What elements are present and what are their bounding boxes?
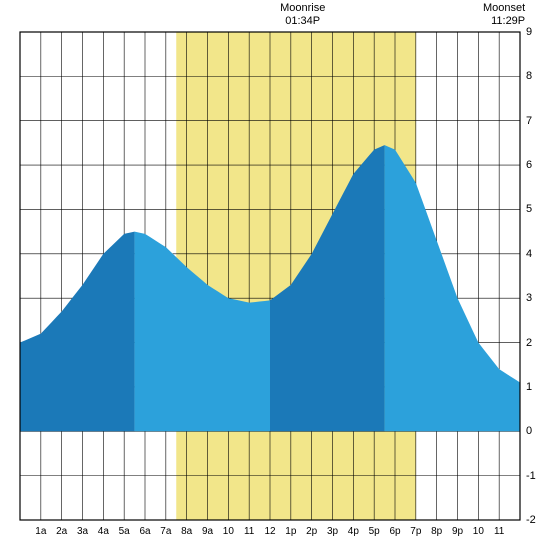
x-tick-label: 7p xyxy=(410,526,421,537)
x-tick-label: 8a xyxy=(181,526,192,537)
y-tick-label: -1 xyxy=(526,470,536,482)
x-tick-label: 8p xyxy=(431,526,442,537)
y-tick-label: 8 xyxy=(526,70,532,82)
x-tick-label: 11 xyxy=(244,526,254,537)
y-tick-label: 0 xyxy=(526,425,532,437)
x-tick-label: 2p xyxy=(306,526,317,537)
x-tick-label: 6p xyxy=(389,526,400,537)
x-tick-label: 7a xyxy=(160,526,171,537)
y-tick-label: 7 xyxy=(526,115,532,127)
x-tick-label: 4a xyxy=(98,526,109,537)
moonrise-header: Moonrise 01:34P xyxy=(273,2,333,28)
y-tick-label: 2 xyxy=(526,337,532,349)
y-tick-label: 6 xyxy=(526,159,532,171)
y-tick-label: -2 xyxy=(526,514,536,526)
x-tick-label: 4p xyxy=(348,526,359,537)
y-tick-label: 3 xyxy=(526,292,532,304)
x-tick-label: 1p xyxy=(285,526,296,537)
moonset-header: Moonset 11:29P xyxy=(465,2,525,28)
x-tick-label: 1a xyxy=(35,526,46,537)
y-tick-label: 5 xyxy=(526,203,532,215)
x-tick-label: 5p xyxy=(369,526,380,537)
tide-chart: Moonrise 01:34P Moonset 11:29P 1a 2a 3a 4a 5… xyxy=(0,0,550,550)
moonrise-title: Moonrise xyxy=(273,2,333,15)
x-tick-label: 12 xyxy=(264,526,275,537)
moonset-title: Moonset xyxy=(465,2,525,15)
moonset-time: 11:29P xyxy=(465,15,525,28)
x-tick-label: 10 xyxy=(223,526,234,537)
y-tick-label: 4 xyxy=(526,248,532,260)
moonrise-time: 01:34P xyxy=(273,15,333,28)
x-tick-label: 11 xyxy=(494,526,504,537)
x-tick-label: 10 xyxy=(473,526,484,537)
x-tick-label: 2a xyxy=(56,526,67,537)
x-tick-label: 9a xyxy=(202,526,213,537)
x-tick-label: 9p xyxy=(452,526,463,537)
y-tick-label: 9 xyxy=(526,26,532,38)
chart-svg xyxy=(0,0,550,550)
x-tick-label: 6a xyxy=(139,526,150,537)
x-tick-label: 3a xyxy=(77,526,88,537)
x-tick-label: 5a xyxy=(119,526,130,537)
x-tick-label: 3p xyxy=(327,526,338,537)
y-tick-label: 1 xyxy=(526,381,532,393)
